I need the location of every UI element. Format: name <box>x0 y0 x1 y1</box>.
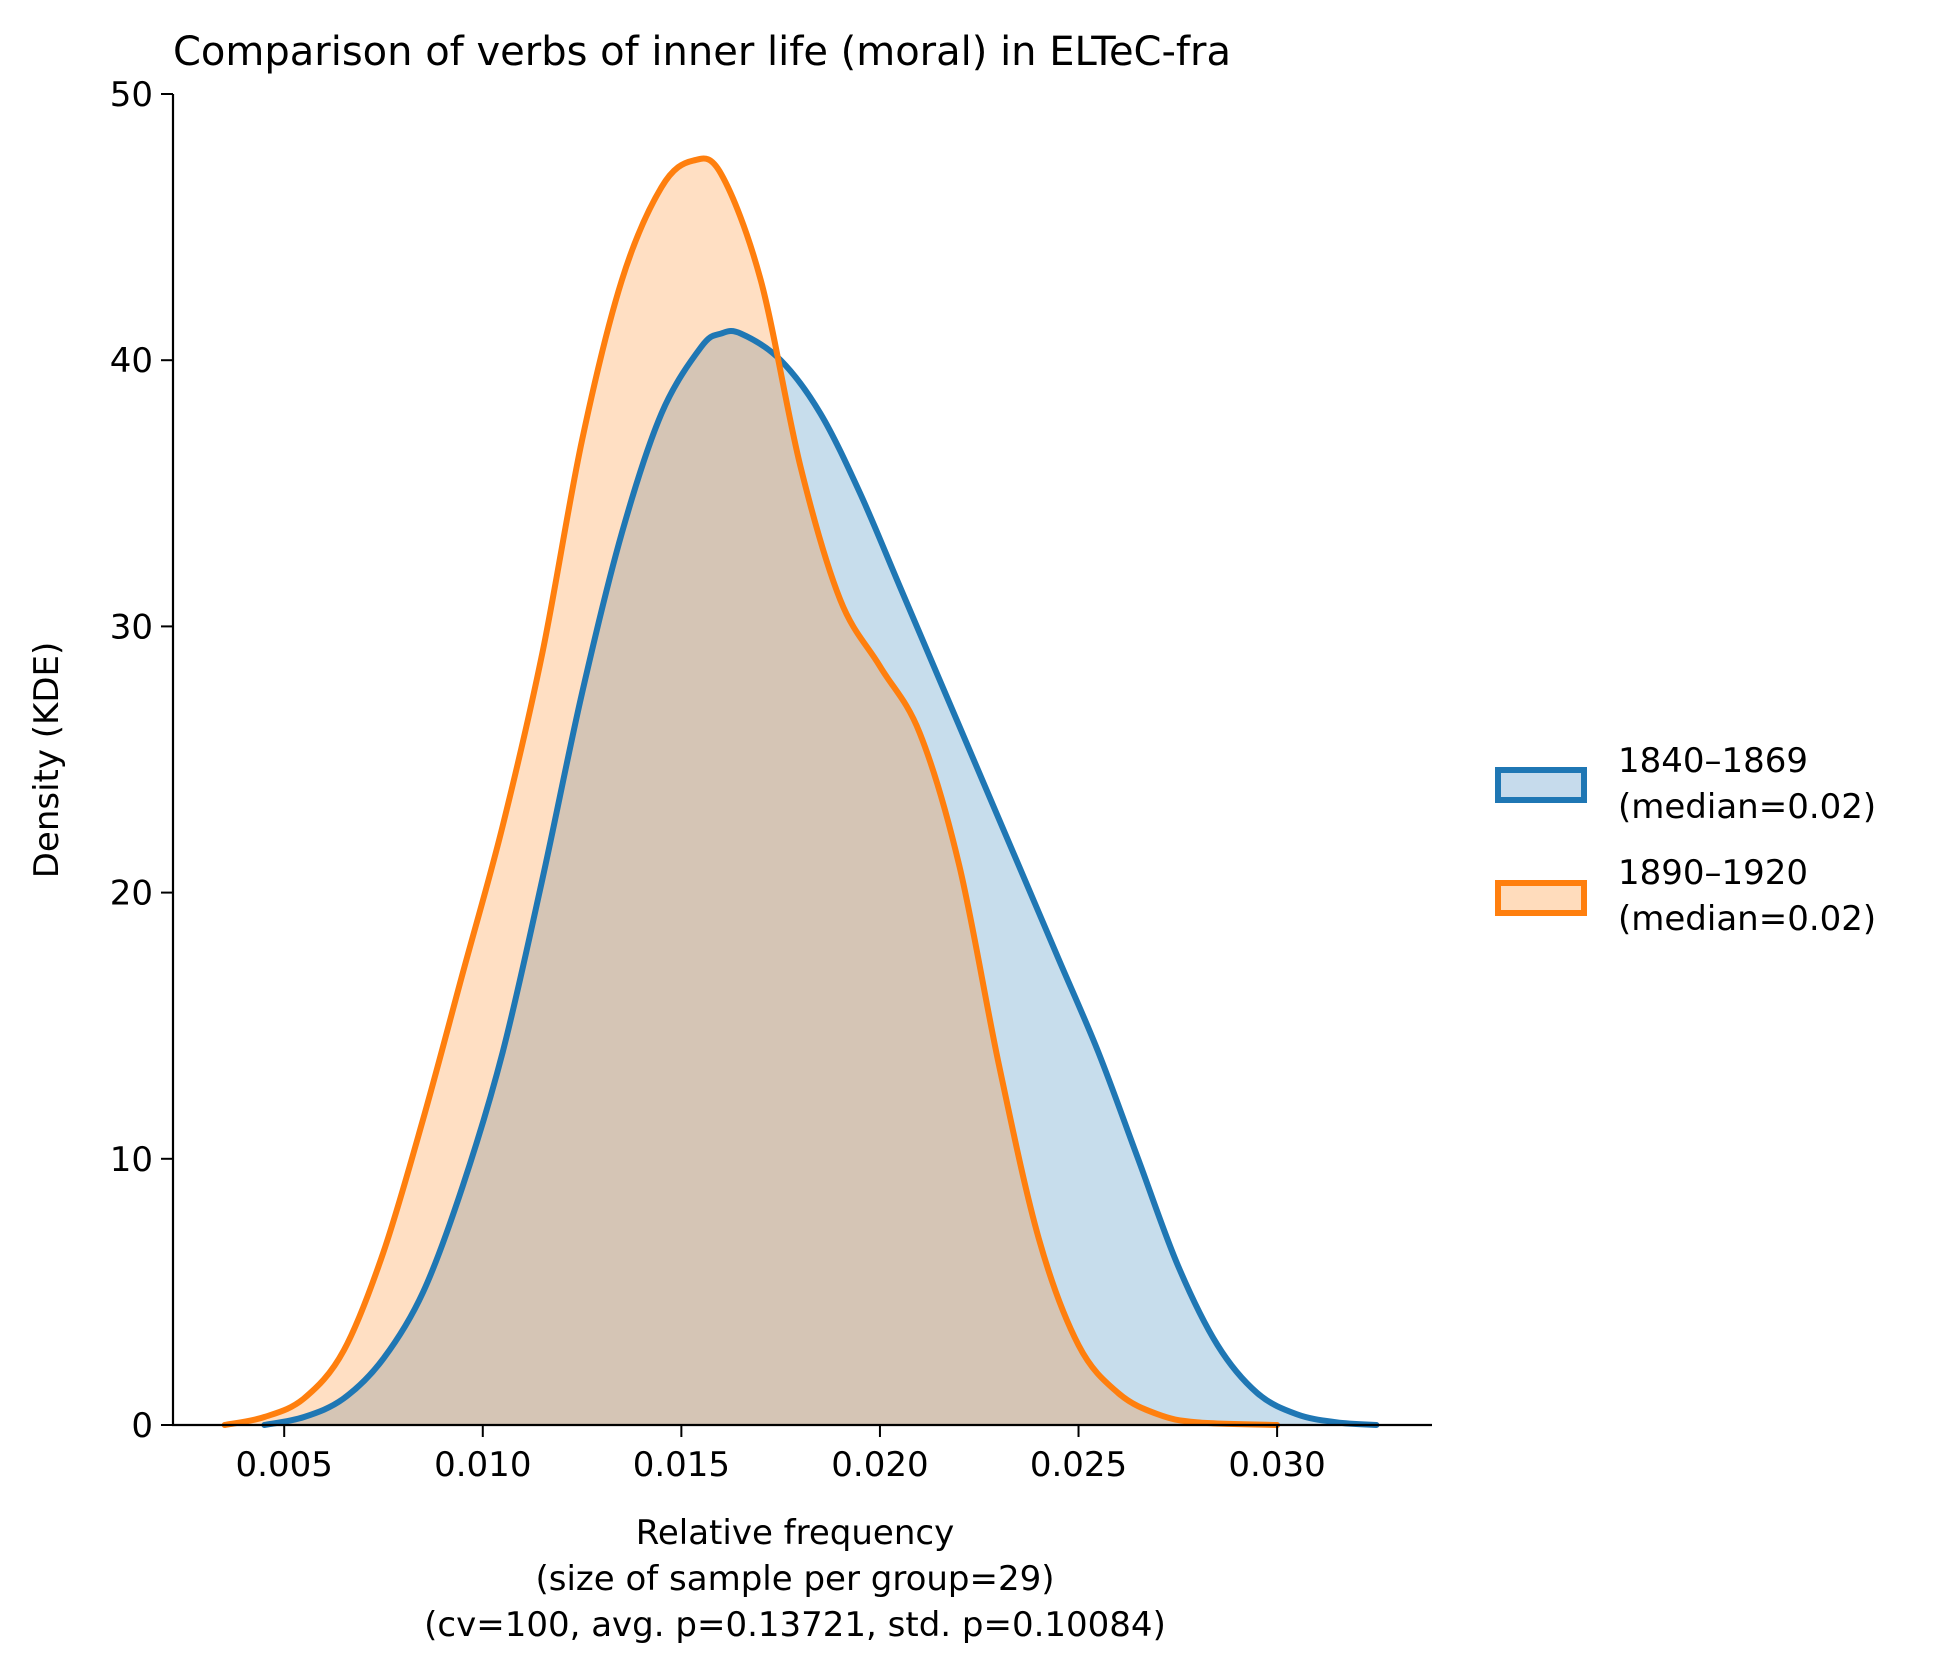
series-layer <box>221 155 1380 1428</box>
legend-swatch-1890-1920 <box>1495 880 1587 916</box>
density-area-1840-1869 <box>264 331 1377 1425</box>
density-line-1840-1869 <box>261 328 1380 1428</box>
legend-label-1890-1920-line-1: 1890–1920 <box>1618 853 1808 893</box>
x-tick-label: 0.030 <box>1228 1445 1325 1485</box>
y-tick-label: 0 <box>131 1406 153 1446</box>
x-tick-label: 0.025 <box>1030 1445 1127 1485</box>
legend-label-1840-1869-line-1: 1840–1869 <box>1618 741 1808 781</box>
chart-title: Comparison of verbs of inner life (moral… <box>173 29 1231 75</box>
y-ticks: 0 10 20 30 40 50 <box>110 75 173 1446</box>
density-line-1890-1920 <box>221 155 1281 1428</box>
x-ticks: 0.005 0.010 0.015 0.020 0.025 0.030 <box>236 1425 1326 1485</box>
y-axis-label: Density (KDE) <box>27 642 67 879</box>
legend-label-1840-1869-line-2: (median=0.02) <box>1618 787 1876 827</box>
legend: 1840–1869 (median=0.02) 1890–1920 (media… <box>1495 741 1876 939</box>
y-tick-label: 20 <box>110 874 153 914</box>
x-axis-label-line-1: Relative frequency <box>636 1513 954 1553</box>
y-tick-label: 50 <box>110 75 153 115</box>
x-axis-label-line-3: (cv=100, avg. p=0.13721, std. p=0.10084) <box>424 1605 1166 1645</box>
x-axis-label-line-2: (size of sample per group=29) <box>535 1559 1054 1599</box>
y-tick-label: 10 <box>110 1140 153 1180</box>
y-tick-label: 30 <box>110 607 153 647</box>
x-tick-label: 0.015 <box>633 1445 730 1485</box>
x-tick-label: 0.005 <box>236 1445 333 1485</box>
legend-swatch-1840-1869 <box>1495 767 1587 803</box>
x-tick-label: 0.020 <box>831 1445 928 1485</box>
y-tick-label: 40 <box>110 341 153 381</box>
legend-label-1890-1920-line-2: (median=0.02) <box>1618 899 1876 939</box>
axes <box>171 94 1432 1427</box>
x-tick-label: 0.010 <box>434 1445 531 1485</box>
